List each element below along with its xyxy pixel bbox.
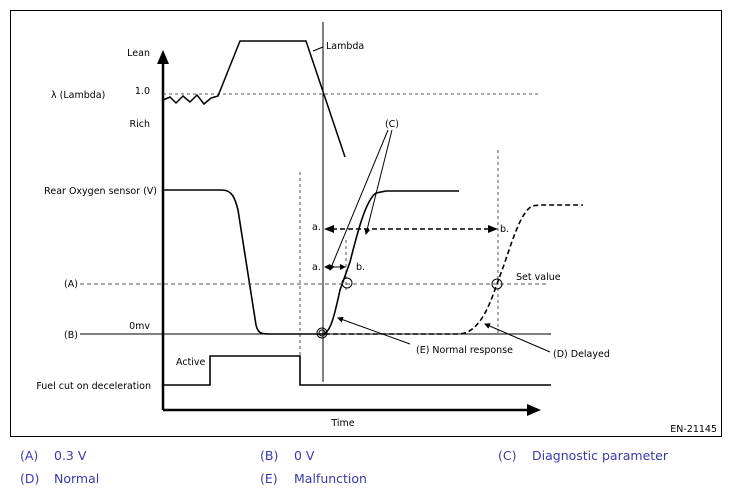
e-leader bbox=[337, 316, 411, 345]
y-axis-arrowhead bbox=[157, 50, 169, 64]
time-label: Time bbox=[330, 418, 354, 429]
legend-text-c: Diagnostic parameter bbox=[532, 448, 668, 463]
e-normal-response-label: (E) Normal response bbox=[416, 345, 513, 356]
lambda-one-label: 1.0 bbox=[135, 86, 150, 97]
diagnostic-arrow-long-right-head bbox=[488, 225, 498, 233]
d-leader bbox=[484, 323, 551, 353]
diagnostic-arrow-long-left-head bbox=[324, 225, 334, 233]
legend-item-b: (B) 0 V bbox=[260, 448, 314, 463]
rear-o2-delayed-curve bbox=[325, 204, 583, 335]
diagnostic-arrow-short-right-head bbox=[340, 264, 346, 270]
fuel-cut-waveform bbox=[163, 355, 551, 386]
normal-start-circle-inner bbox=[318, 329, 326, 337]
fuel-cut-label: Fuel cut on deceleration bbox=[36, 381, 151, 392]
legend-text-a: 0.3 V bbox=[54, 448, 87, 463]
lean-label: Lean bbox=[127, 48, 150, 59]
x-axis-arrowhead bbox=[527, 404, 541, 416]
delayed-set-circle bbox=[491, 278, 503, 290]
normal-set-circle bbox=[341, 277, 353, 289]
lambda-curve-label: Lambda bbox=[326, 41, 364, 52]
c-leader-1 bbox=[329, 129, 389, 271]
legend-text-b: 0 V bbox=[294, 448, 315, 463]
active-label: Active bbox=[176, 357, 206, 368]
zero-mv-label: 0mv bbox=[129, 321, 150, 332]
legend-key-c: (C) bbox=[498, 448, 517, 463]
figure-code-label: EN-21145 bbox=[670, 424, 717, 435]
legend-text-d: Normal bbox=[54, 471, 100, 486]
legend-item-d: (D) Normal bbox=[20, 471, 99, 486]
rear-o2-label: Rear Oxygen sensor (V) bbox=[44, 186, 157, 197]
legend-key-a: (A) bbox=[20, 448, 39, 463]
lambda-leader bbox=[312, 46, 324, 52]
d-delayed-label: (D) Delayed bbox=[553, 349, 610, 360]
legend-item-e: (E) Malfunction bbox=[260, 471, 367, 486]
diagnostic-arrow-short-left-head bbox=[324, 264, 330, 270]
c-leader-2 bbox=[364, 129, 393, 235]
c-label: (C) bbox=[385, 119, 399, 130]
legend-key-b: (B) bbox=[260, 448, 279, 463]
rear-o2-normal-curve bbox=[163, 189, 459, 335]
legend-key-e: (E) bbox=[260, 471, 278, 486]
b-axis-label: (B) bbox=[64, 330, 78, 341]
legend-item-c: (C) Diagnostic parameter bbox=[498, 448, 668, 463]
legend-item-a: (A) 0.3 V bbox=[20, 448, 86, 463]
a-dot-label: a. bbox=[312, 222, 321, 233]
a-dot-label-2: a. bbox=[312, 262, 321, 273]
legend-text-e: Malfunction bbox=[294, 471, 367, 486]
lambda-axis-label: λ (Lambda) bbox=[51, 90, 105, 101]
figure-frame bbox=[10, 10, 722, 437]
rich-label: Rich bbox=[130, 119, 150, 130]
a-axis-label: (A) bbox=[64, 279, 78, 290]
normal-start-circle bbox=[316, 327, 328, 339]
b-dot-label-2: b. bbox=[500, 224, 509, 235]
set-value-label: Set value bbox=[516, 272, 561, 283]
legend-key-d: (D) bbox=[20, 471, 40, 486]
b-dot-label: b. bbox=[356, 262, 365, 273]
lambda-curve bbox=[162, 40, 346, 158]
